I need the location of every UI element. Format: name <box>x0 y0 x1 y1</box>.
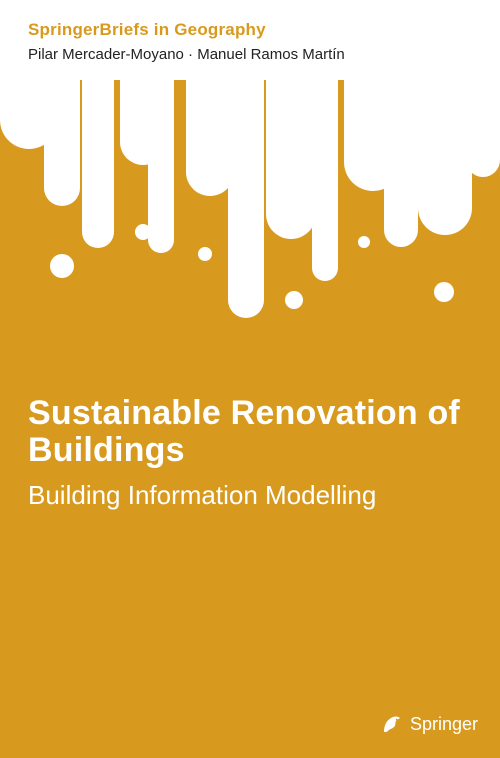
book-cover: SpringerBriefs in Geography Pilar Mercad… <box>0 0 500 758</box>
cover-header: SpringerBriefs in Geography Pilar Mercad… <box>28 20 480 63</box>
book-title: Sustainable Renovation of Buildings <box>28 395 460 470</box>
title-block: Sustainable Renovation of Buildings Buil… <box>28 395 460 511</box>
book-subtitle: Building Information Modelling <box>28 480 460 511</box>
cover-background <box>0 0 500 758</box>
publisher-name: Springer <box>410 714 478 735</box>
publisher-block: Springer <box>380 712 478 736</box>
springer-horse-icon <box>380 712 404 736</box>
authors: Pilar Mercader-Moyano · Manuel Ramos Mar… <box>28 46 480 63</box>
drip-pattern <box>0 0 500 758</box>
series-name: SpringerBriefs in Geography <box>28 20 480 40</box>
